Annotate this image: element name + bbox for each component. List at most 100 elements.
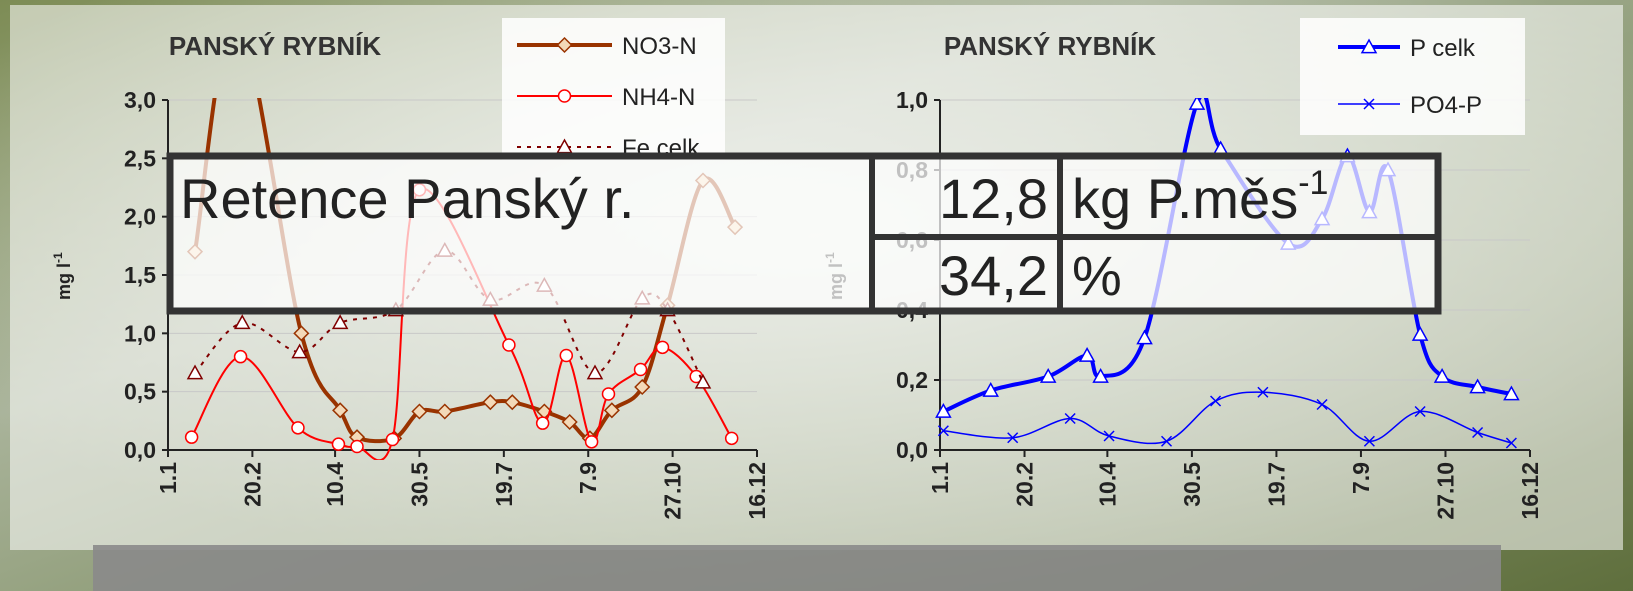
marker	[350, 439, 364, 454]
marker	[1363, 98, 1375, 110]
marker	[1360, 38, 1378, 54]
y-axis-label: mg l-1	[51, 252, 74, 300]
legend-box	[502, 18, 725, 160]
x-tick-label: 16.12	[1517, 462, 1543, 520]
marker	[332, 402, 349, 419]
y-tick-label: 1,0	[124, 320, 156, 346]
marker	[1363, 435, 1375, 447]
marker	[634, 378, 651, 396]
marker	[694, 373, 712, 389]
marker	[411, 403, 428, 420]
marker	[556, 36, 573, 54]
y-tick-label: 3,0	[124, 87, 156, 113]
marker	[1064, 412, 1076, 425]
table-value: 34,2	[939, 244, 1048, 307]
marker	[559, 348, 574, 363]
marker	[1433, 367, 1451, 383]
x-tick-label: 19.7	[491, 462, 517, 507]
table-box	[166, 152, 1442, 315]
marker	[1078, 346, 1096, 362]
legend-label: P celk	[1410, 35, 1476, 62]
marker	[1503, 385, 1520, 401]
x-tick-label: 27.10	[1432, 462, 1458, 520]
marker	[1411, 325, 1429, 341]
legend-label: PO4-P	[1410, 92, 1482, 119]
marker	[1469, 378, 1486, 394]
table-value: 12,8	[939, 167, 1048, 230]
y-tick-label: 0,0	[896, 437, 928, 463]
unit-text: kg P.měs	[1072, 167, 1298, 230]
marker	[1414, 405, 1426, 418]
marker	[1103, 430, 1115, 442]
marker	[935, 402, 952, 418]
y-tick-label: 1,5	[124, 262, 156, 288]
x-tick-label: 30.5	[406, 462, 432, 507]
x-tick-label: 1.1	[155, 462, 181, 494]
marker	[561, 413, 578, 431]
x-tick-label: 7.9	[575, 462, 601, 494]
marker	[1136, 329, 1153, 345]
marker	[1210, 395, 1222, 407]
marker	[436, 403, 453, 420]
x-tick-label: 30.5	[1179, 462, 1205, 507]
y-tick-label: 0,5	[124, 379, 156, 405]
marker	[233, 314, 251, 330]
marker	[1472, 426, 1484, 439]
marker	[1160, 435, 1173, 447]
marker	[601, 387, 616, 401]
marker	[502, 338, 516, 352]
marker	[535, 416, 550, 430]
x-tick-label: 19.7	[1263, 462, 1289, 507]
marker	[937, 425, 949, 437]
marker	[1188, 98, 1206, 110]
marker	[385, 432, 400, 447]
marker	[557, 89, 572, 103]
marker	[724, 431, 739, 446]
marker	[186, 364, 204, 380]
y-tick-label: 2,0	[124, 204, 156, 230]
legend-label: NO3-N	[622, 33, 697, 60]
marker	[331, 437, 346, 451]
x-tick-label: 16.12	[744, 462, 770, 520]
marker	[655, 340, 670, 355]
x-tick-label: 10.4	[322, 462, 348, 507]
y-tick-label: 0,0	[124, 437, 156, 463]
y-tick-label: 2,5	[124, 145, 156, 171]
marker	[586, 364, 604, 380]
table-unit: kg P.měs-1	[1072, 164, 1328, 230]
marker	[504, 394, 521, 411]
marker	[1039, 367, 1057, 383]
x-tick-label: 20.2	[1012, 462, 1038, 507]
marker	[603, 402, 620, 419]
y-tick-label: 0,2	[896, 367, 928, 393]
legend-box	[1300, 18, 1525, 135]
table-unit: %	[1072, 244, 1122, 307]
retention-table: Retence Panský r. 12,8 kg P.měs-1 34,2 %	[166, 152, 1442, 315]
marker	[584, 435, 599, 449]
x-tick-label: 1.1	[927, 462, 953, 494]
marker	[1092, 367, 1109, 383]
marker	[1316, 398, 1328, 411]
marker	[482, 394, 499, 411]
y-label-text: mg l	[54, 263, 74, 300]
marker	[184, 430, 199, 444]
y-tick-label: 1,0	[896, 87, 928, 113]
marker	[633, 362, 648, 377]
chart-title: PANSKÝ RYBNÍK	[169, 31, 382, 61]
marker	[1505, 437, 1517, 449]
x-tick-label: 20.2	[239, 462, 265, 507]
marker	[291, 343, 308, 359]
marker	[331, 314, 349, 330]
marker	[1257, 386, 1269, 398]
marker	[982, 381, 999, 397]
x-tick-label: 10.4	[1094, 462, 1120, 507]
marker	[293, 325, 310, 342]
marker	[291, 421, 305, 435]
marker	[1007, 432, 1019, 444]
chart-title: PANSKÝ RYBNÍK	[944, 31, 1157, 61]
x-tick-label: 7.9	[1348, 462, 1374, 494]
unit-superscript: -1	[1298, 164, 1328, 202]
